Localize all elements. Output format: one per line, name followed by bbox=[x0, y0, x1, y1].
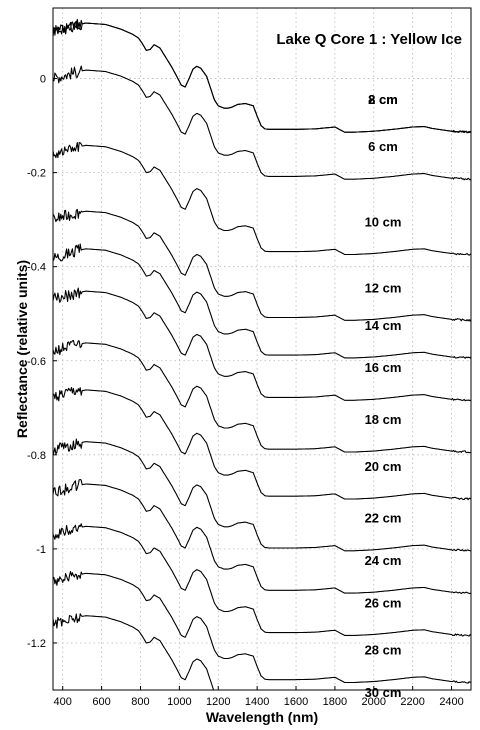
x-tick-label: 400 bbox=[54, 696, 72, 708]
series-label: 10 cm bbox=[365, 214, 402, 229]
series-label: 18 cm bbox=[365, 412, 402, 427]
chart-title: Lake Q Core 1 : Yellow Ice bbox=[276, 31, 462, 48]
x-tick-label: 1000 bbox=[167, 696, 191, 708]
spectrum-line bbox=[53, 287, 471, 402]
y-tick-label: -0.6 bbox=[27, 356, 46, 368]
x-tick-label: 2400 bbox=[439, 696, 463, 708]
series-label: 6 cm bbox=[368, 139, 398, 154]
spectrum-line bbox=[53, 478, 471, 595]
y-tick-label: -1 bbox=[36, 544, 46, 556]
spectrum-line bbox=[53, 141, 471, 256]
spectrum-line bbox=[53, 613, 215, 690]
series-label: 20 cm bbox=[365, 459, 402, 474]
series-label: 16 cm bbox=[365, 360, 402, 375]
x-tick-label: 2200 bbox=[400, 696, 424, 708]
axis-ticks: 400 600 800 1000 1200 1400 1600 1800 2000 2200 240… bbox=[27, 74, 464, 708]
y-tick-label: -1.2 bbox=[27, 638, 46, 650]
grid bbox=[53, 8, 471, 690]
x-tick-label: 800 bbox=[131, 696, 149, 708]
plot-frame bbox=[52, 7, 472, 691]
spectrum-line bbox=[53, 18, 471, 134]
series-label: 28 cm bbox=[365, 642, 402, 657]
series-label: 8 cm bbox=[368, 92, 398, 107]
y-tick-label: -0.4 bbox=[27, 262, 46, 274]
spectrum-line bbox=[53, 339, 471, 454]
series-label: 2 cm bbox=[368, 92, 398, 107]
spectrum-line bbox=[53, 386, 471, 501]
y-axis-label: Reflectance (relative units) bbox=[14, 260, 30, 438]
x-tick-label: 600 bbox=[92, 696, 110, 708]
spectrum-line bbox=[53, 208, 471, 322]
x-tick-label: 1400 bbox=[245, 696, 269, 708]
x-tick-label: 2000 bbox=[362, 696, 386, 708]
x-tick-label: 1200 bbox=[206, 696, 230, 708]
spectrum-line bbox=[53, 570, 471, 684]
y-tick-label: -0.8 bbox=[27, 450, 46, 462]
x-axis-label: Wavelength (nm) bbox=[206, 709, 318, 725]
series-label: 26 cm bbox=[365, 595, 402, 610]
y-tick-label: 0 bbox=[40, 74, 46, 86]
spectrum-line bbox=[53, 243, 471, 360]
spectrum-line bbox=[53, 438, 471, 552]
series-label: 14 cm bbox=[365, 318, 402, 333]
series-label: 22 cm bbox=[365, 511, 402, 526]
series-label: 12 cm bbox=[365, 280, 402, 295]
series-label: 24 cm bbox=[365, 553, 402, 568]
x-tick-label: 1800 bbox=[323, 696, 347, 708]
series-labels: 2 cm 6 cm 8 cm 10 cm 12 cm 14 cm 16 cm 18 cm 20 … bbox=[365, 92, 402, 700]
spectrum-line bbox=[53, 65, 471, 181]
series-label: 30 cm bbox=[365, 685, 402, 700]
x-tick-label: 1600 bbox=[284, 696, 308, 708]
spectra-lines bbox=[53, 18, 471, 690]
spectrum-line bbox=[53, 523, 471, 637]
y-tick-label: -0.2 bbox=[27, 168, 46, 180]
